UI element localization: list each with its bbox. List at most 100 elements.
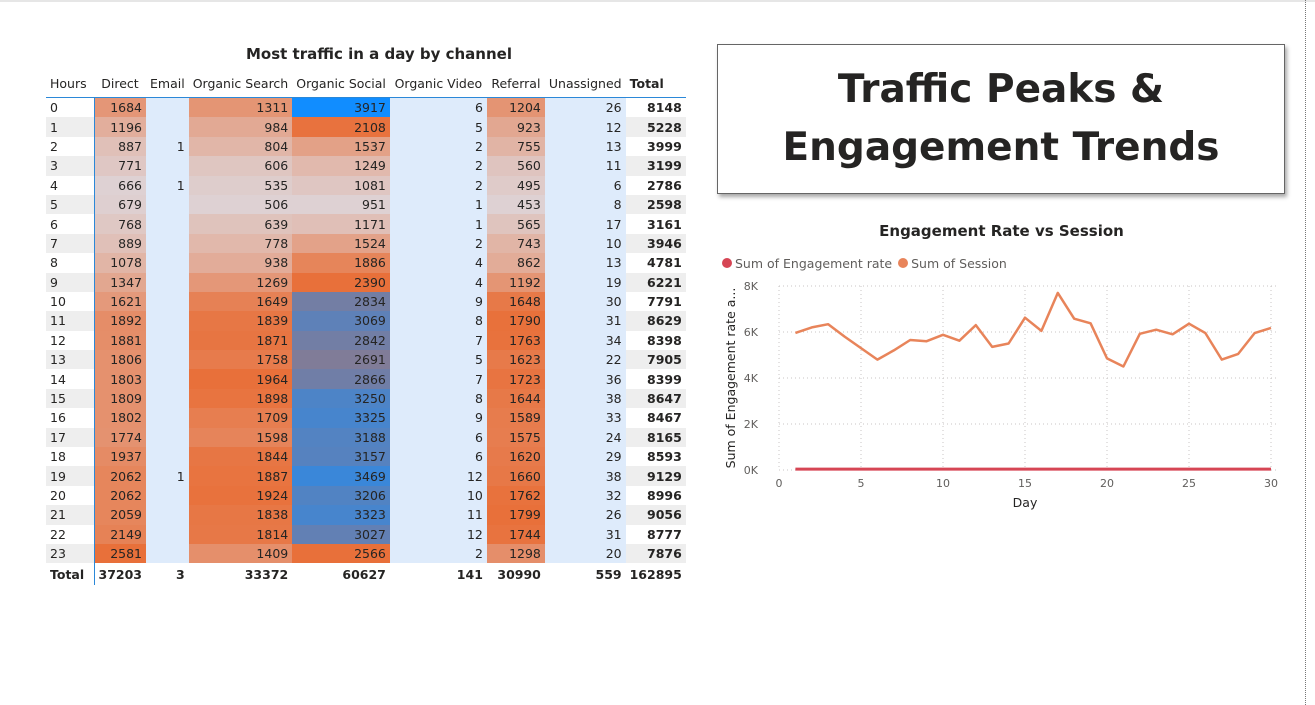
table-row[interactable]: 22 2149 1814 3027 12 1744 31 8777 xyxy=(46,524,686,544)
table-row[interactable]: 12 1881 1871 2842 7 1763 34 8398 xyxy=(46,330,686,351)
table-row[interactable]: 8 1078 938 1886 4 862 13 4781 xyxy=(46,253,686,273)
total-unassigned: 559 xyxy=(595,566,622,582)
table-row[interactable]: 1 1196 984 2108 5 923 12 5228 xyxy=(46,117,686,137)
table-row[interactable]: 18 1937 1844 3157 6 1620 29 8593 xyxy=(46,447,686,467)
table-row[interactable]: 3 771 606 1249 2 560 11 3199 xyxy=(46,156,686,176)
cell-referral: 1204 xyxy=(486,97,545,118)
table-row[interactable]: 16 1802 1709 3325 9 1589 33 8467 xyxy=(46,408,686,428)
cell-direct: 2059 xyxy=(94,505,146,525)
cell-hours: 23 xyxy=(46,543,95,564)
cell-unassigned: 30 xyxy=(544,291,626,312)
cell-total: 8467 xyxy=(625,408,686,428)
table-row[interactable]: 13 1806 1758 2691 5 1623 22 7905 xyxy=(46,350,686,370)
table-row[interactable]: 14 1803 1964 2866 7 1723 36 8399 xyxy=(46,369,686,389)
cell-total: 6221 xyxy=(625,272,686,292)
legend-item-session[interactable]: Sum of Session xyxy=(898,256,1007,271)
table-row[interactable]: 19 2062 1 1887 3469 12 1660 38 9129 xyxy=(46,466,686,486)
cell-organic-search: 535 xyxy=(188,175,293,195)
table-row[interactable]: 0 1684 1311 3917 6 1204 26 8148 xyxy=(46,97,686,118)
table-row[interactable]: 11 1892 1839 3069 8 1790 31 8629 xyxy=(46,311,686,331)
cell-hours: 5 xyxy=(46,194,95,215)
legend-label-session: Sum of Session xyxy=(911,255,1007,271)
page-right-edge xyxy=(1305,0,1306,705)
cell-unassigned: 38 xyxy=(544,466,626,486)
col-header-hours[interactable]: Hours xyxy=(46,70,94,98)
cell-hours: 19 xyxy=(46,466,95,486)
table-row[interactable]: 7 889 778 1524 2 743 10 3946 xyxy=(46,233,686,254)
cell-organic-video: 10 xyxy=(389,485,487,506)
table-row[interactable]: 4 666 1 535 1081 2 495 6 2786 xyxy=(46,175,686,195)
matrix-header-row: Hours Direct Email Organic Search Organic So… xyxy=(46,70,686,98)
cell-unassigned: 20 xyxy=(544,543,626,564)
cell-unassigned: 19 xyxy=(544,272,626,292)
cell-unassigned: 24 xyxy=(544,427,626,448)
col-header-email[interactable]: Email xyxy=(146,70,189,98)
cell-email xyxy=(146,543,189,564)
table-row[interactable]: 10 1621 1649 2834 9 1648 30 7791 xyxy=(46,291,686,312)
col-header-referral[interactable]: Referral xyxy=(486,70,545,98)
table-row[interactable]: 15 1809 1898 3250 8 1644 38 8647 xyxy=(46,388,686,409)
col-header-organic-search[interactable]: Organic Search xyxy=(188,70,293,98)
cell-hours: 9 xyxy=(46,272,95,292)
traffic-matrix[interactable]: Hours Direct Email Organic Search Organic So… xyxy=(46,70,686,586)
cell-organic-social: 3323 xyxy=(292,505,390,525)
table-row[interactable]: 6 768 639 1171 1 565 17 3161 xyxy=(46,214,686,234)
total-referral: 30990 xyxy=(497,566,541,582)
x-tick-label: 20 xyxy=(1100,477,1114,490)
cell-email xyxy=(146,156,189,176)
cell-direct: 2062 xyxy=(94,466,146,486)
cell-referral: 565 xyxy=(486,214,545,234)
matrix-body: 0 1684 1311 3917 6 1204 26 8148 1 1196 984 2108 5 923… xyxy=(46,97,686,564)
cell-direct: 1892 xyxy=(94,311,146,331)
cell-email: 1 xyxy=(146,136,189,157)
table-row[interactable]: 2 887 1 804 1537 2 755 13 3999 xyxy=(46,136,686,157)
cell-unassigned: 13 xyxy=(544,136,626,157)
cell-hours: 6 xyxy=(46,214,95,234)
col-header-unassigned[interactable]: Unassigned xyxy=(544,70,626,98)
table-row[interactable]: 9 1347 1269 2390 4 1192 19 6221 xyxy=(46,272,686,292)
table-row[interactable]: 17 1774 1598 3188 6 1575 24 8165 xyxy=(46,427,686,448)
table-row[interactable]: 21 2059 1838 3323 11 1799 26 9056 xyxy=(46,505,686,525)
y-tick-label: 2K xyxy=(744,418,759,431)
cell-hours: 16 xyxy=(46,408,95,428)
cell-organic-search: 1311 xyxy=(188,97,293,118)
col-header-total[interactable]: Total xyxy=(625,70,686,98)
table-row[interactable]: 20 2062 1924 3206 10 1762 32 8996 xyxy=(46,485,686,506)
cell-direct: 1196 xyxy=(94,117,146,137)
cell-organic-video: 5 xyxy=(389,117,487,137)
cell-organic-social: 3250 xyxy=(292,388,390,409)
cell-organic-social: 1537 xyxy=(292,136,390,157)
cell-direct: 1774 xyxy=(94,427,146,448)
report-title-line-2: Engagement Trends xyxy=(782,125,1220,170)
cell-organic-video: 4 xyxy=(389,272,487,292)
cell-hours: 11 xyxy=(46,311,95,331)
legend-label-engagement: Sum of Engagement rate xyxy=(735,255,893,271)
cell-direct: 1809 xyxy=(94,388,146,409)
legend-swatch-engagement xyxy=(722,258,732,268)
cell-total: 3161 xyxy=(625,214,686,234)
cell-referral: 1623 xyxy=(486,350,545,370)
col-header-organic-video[interactable]: Organic Video xyxy=(389,70,487,98)
cell-hours: 20 xyxy=(46,485,95,506)
cell-total: 9056 xyxy=(625,505,686,525)
cell-email xyxy=(146,272,189,292)
cell-unassigned: 13 xyxy=(544,253,626,273)
total-total: 162895 xyxy=(629,566,682,582)
cell-organic-social: 2834 xyxy=(292,291,390,312)
cell-referral: 1192 xyxy=(486,272,545,292)
table-row[interactable]: 23 2581 1409 2566 2 1298 20 7876 xyxy=(46,543,686,564)
table-row[interactable]: 5 679 506 951 1 453 8 2598 xyxy=(46,194,686,215)
cell-total: 2786 xyxy=(625,175,686,195)
cell-email xyxy=(146,408,189,428)
cell-organic-video: 2 xyxy=(389,156,487,176)
col-header-direct[interactable]: Direct xyxy=(94,70,146,98)
cell-total: 3199 xyxy=(625,156,686,176)
cell-total: 4781 xyxy=(625,253,686,273)
legend-item-engagement[interactable]: Sum of Engagement rate xyxy=(722,256,892,271)
cell-organic-search: 1709 xyxy=(188,408,293,428)
cell-organic-search: 1269 xyxy=(188,272,293,292)
cell-referral: 453 xyxy=(486,194,545,215)
cell-hours: 12 xyxy=(46,330,95,351)
col-header-organic-social[interactable]: Organic Social xyxy=(292,70,390,98)
